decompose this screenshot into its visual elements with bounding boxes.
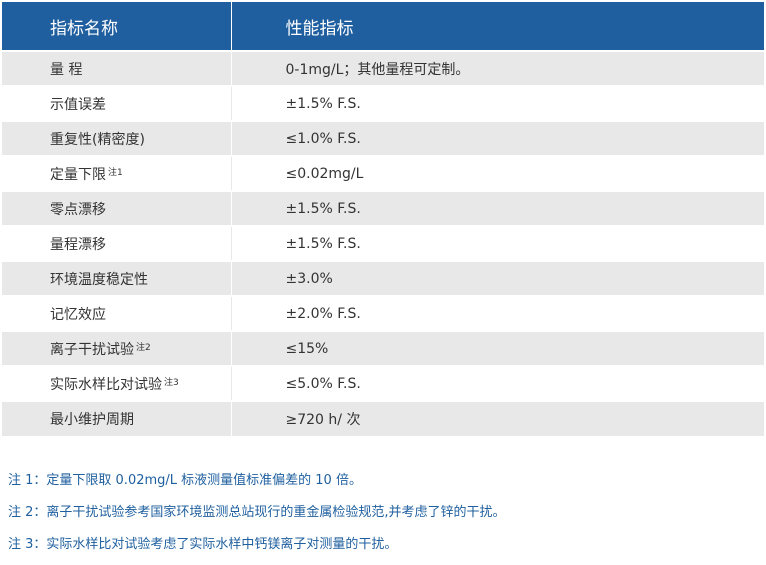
header-indicator-name: 指标名称	[2, 2, 232, 51]
indicator-name-cell: 记忆效应	[2, 295, 232, 331]
footnote-3: 注 3：实际水样比对试验考虑了实际水样中钙镁离子对测量的干扰。	[8, 537, 398, 552]
indicator-name-cell: 定量下限 注1	[2, 155, 232, 191]
indicator-name: 最小维护周期	[50, 412, 134, 428]
performance-value: 0-1mg/L；其他量程可定制。	[231, 50, 764, 86]
performance-value: ≥720 h/ 次	[231, 400, 764, 436]
indicator-name: 量程漂移	[50, 236, 106, 253]
performance-value: ≤15%	[231, 330, 764, 366]
spec-table: 指标名称 性能指标 量 程 0-1mg/L；其他量程可定制。示值误差 ±1.5% F…	[2, 2, 764, 436]
indicator-name-cell: 量 程	[2, 50, 232, 86]
note-reference: 注2	[136, 342, 151, 353]
table-row: 量 程 0-1mg/L；其他量程可定制。	[2, 50, 764, 86]
table-header-row: 指标名称 性能指标	[2, 2, 764, 51]
indicator-name: 离子干扰试验	[50, 341, 134, 358]
indicator-name: 定量下限	[50, 166, 106, 183]
indicator-name: 实际水样比对试验	[50, 376, 162, 393]
table-row: 实际水样比对试验 注3 ≤5.0% F.S.	[2, 365, 764, 401]
performance-value: ≤5.0% F.S.	[231, 365, 764, 401]
indicator-name: 重复性(精密度)	[50, 131, 145, 148]
indicator-name-cell: 重复性(精密度)	[2, 120, 232, 156]
note-reference: 注1	[108, 167, 123, 178]
header-performance: 性能指标	[231, 2, 764, 51]
indicator-name: 记忆效应	[50, 306, 106, 323]
indicator-name: 示值误差	[50, 96, 106, 113]
table-row: 定量下限 注1 ≤0.02mg/L	[2, 155, 764, 191]
performance-value: ±2.0% F.S.	[231, 295, 764, 331]
table-row: 最小维护周期 ≥720 h/ 次	[2, 400, 764, 436]
footnote-2: 注 2：离子干扰试验参考国家环境监测总站现行的重金属检验规范,并考虑了锌的干扰。	[8, 505, 506, 520]
footnotes: 注 1：定量下限取 0.02mg/L 标液测量值标准偏差的 10 倍。 注 2：…	[8, 469, 758, 565]
performance-value: ±1.5% F.S.	[231, 225, 764, 261]
indicator-name: 环境温度稳定性	[50, 271, 148, 288]
indicator-name-cell: 离子干扰试验 注2	[2, 330, 232, 366]
indicator-name-cell: 零点漂移	[2, 190, 232, 226]
table-row: 重复性(精密度) ≤1.0% F.S.	[2, 120, 764, 156]
indicator-name-cell: 环境温度稳定性	[2, 260, 232, 296]
performance-value: ≤0.02mg/L	[231, 155, 764, 191]
indicator-name: 零点漂移	[50, 201, 106, 218]
performance-value: ±3.0%	[231, 260, 764, 296]
performance-value: ≤1.0% F.S.	[231, 120, 764, 156]
table-row: 离子干扰试验 注2 ≤15%	[2, 330, 764, 366]
indicator-name-cell: 量程漂移	[2, 225, 232, 261]
indicator-name-cell: 示值误差	[2, 85, 232, 121]
indicator-name: 量 程	[50, 61, 83, 78]
footnote-1: 注 1：定量下限取 0.02mg/L 标液测量值标准偏差的 10 倍。	[8, 473, 362, 488]
indicator-name-cell: 最小维护周期	[2, 400, 232, 436]
performance-value: ±1.5% F.S.	[231, 190, 764, 226]
performance-value: ±1.5% F.S.	[231, 85, 764, 121]
table-row: 示值误差 ±1.5% F.S.	[2, 85, 764, 121]
table-row: 量程漂移 ±1.5% F.S.	[2, 225, 764, 261]
table-row: 环境温度稳定性 ±3.0%	[2, 260, 764, 296]
note-reference: 注3	[164, 377, 179, 388]
table-row: 记忆效应 ±2.0% F.S.	[2, 295, 764, 331]
indicator-name-cell: 实际水样比对试验 注3	[2, 365, 232, 401]
table-row: 零点漂移 ±1.5% F.S.	[2, 190, 764, 226]
